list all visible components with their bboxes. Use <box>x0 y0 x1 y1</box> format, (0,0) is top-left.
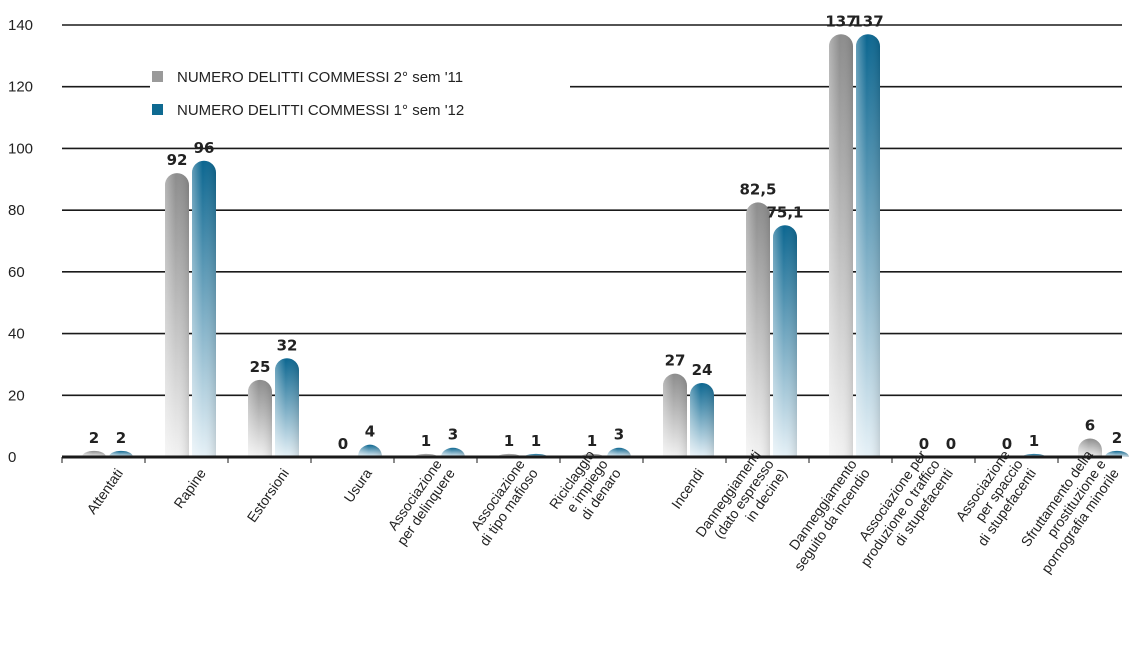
category-label: Associazioneper delinquere <box>380 456 458 548</box>
legend-swatch-series-1 <box>152 71 163 82</box>
data-label: 0 <box>919 435 929 453</box>
data-label: 0 <box>946 435 956 453</box>
data-label: 82,5 <box>739 180 776 198</box>
data-label: 2 <box>116 429 126 447</box>
data-label: 32 <box>277 336 298 354</box>
legend-swatch-series-2 <box>152 104 163 115</box>
y-tick-label: 120 <box>8 79 33 96</box>
data-label: 25 <box>250 358 271 376</box>
data-label: 24 <box>692 361 713 379</box>
category-label: Rapine <box>170 465 209 511</box>
data-label: 6 <box>1085 416 1095 434</box>
category-label: Incendi <box>668 466 707 512</box>
data-label: 4 <box>365 423 375 441</box>
data-label: 96 <box>194 139 215 157</box>
y-tick-label: 20 <box>8 387 25 404</box>
data-label: 1 <box>421 432 431 450</box>
data-label: 0 <box>1002 435 1012 453</box>
legend-label-series-1: NUMERO DELITTI COMMESSI 2° sem '11 <box>177 69 463 86</box>
bars <box>82 34 1129 457</box>
data-label: 75,1 <box>766 203 803 221</box>
data-label: 1 <box>1029 432 1039 450</box>
category-label: Sfruttamento dellaprostituzione epornogr… <box>1012 447 1122 576</box>
data-label: 92 <box>167 151 188 169</box>
data-label: 1 <box>504 432 514 450</box>
bar-shading <box>441 447 465 457</box>
category-label: Danneggiamenti(dato espressoin decine) <box>692 447 790 558</box>
data-label: 3 <box>614 426 624 444</box>
bar-shading <box>82 450 106 457</box>
y-tick-label: 80 <box>8 202 25 219</box>
bar-shading <box>248 379 272 457</box>
bar-shading <box>1105 450 1129 457</box>
data-label: 1 <box>587 432 597 450</box>
legend: NUMERO DELITTI COMMESSI 2° sem '11 NUMER… <box>150 60 570 120</box>
category-label: Estorsioni <box>244 466 292 526</box>
data-label: 137 <box>825 12 856 30</box>
y-axis: 0 20 40 60 80 100 120 140 <box>8 17 33 466</box>
data-label: 2 <box>1112 429 1122 447</box>
category-label: Riciclaggioe impiegodi denaro <box>546 447 624 530</box>
data-label: 2 <box>89 429 99 447</box>
category-label: Usura <box>340 465 375 505</box>
y-tick-label: 60 <box>8 264 25 281</box>
legend-background <box>150 60 570 120</box>
y-tick-label: 0 <box>8 449 16 466</box>
data-label: 27 <box>665 352 686 370</box>
bar-shading <box>192 160 216 457</box>
bar-shading <box>856 34 880 457</box>
category-label: Danneggiamentoseguito da incendio <box>778 456 874 573</box>
x-axis <box>61 455 1122 463</box>
y-tick-label: 100 <box>8 140 33 157</box>
y-tick-label: 140 <box>8 17 33 34</box>
legend-label-series-2: NUMERO DELITTI COMMESSI 1° sem '12 <box>177 102 464 119</box>
bar-shading <box>690 382 714 457</box>
bar-shading <box>829 34 853 457</box>
category-labels: Attentati Rapine Estorsioni Usura Associazio… <box>83 447 1122 576</box>
category-label: Associazionedi tipo mafioso <box>463 456 541 548</box>
bar-shading <box>663 373 687 457</box>
data-label: 1 <box>531 432 541 450</box>
bar-shading <box>746 202 770 457</box>
data-label: 137 <box>852 12 883 30</box>
bar-shading <box>275 358 299 457</box>
bar-shading <box>607 447 631 457</box>
y-tick-label: 40 <box>8 326 25 343</box>
bar-shading <box>358 444 382 457</box>
category-label: Attentati <box>83 466 126 517</box>
data-label: 3 <box>448 426 458 444</box>
bar-shading <box>773 225 797 457</box>
data-label: 0 <box>338 435 348 453</box>
bar-shading <box>109 450 133 457</box>
bar-shading <box>1078 438 1102 457</box>
bar-shading <box>165 173 189 457</box>
